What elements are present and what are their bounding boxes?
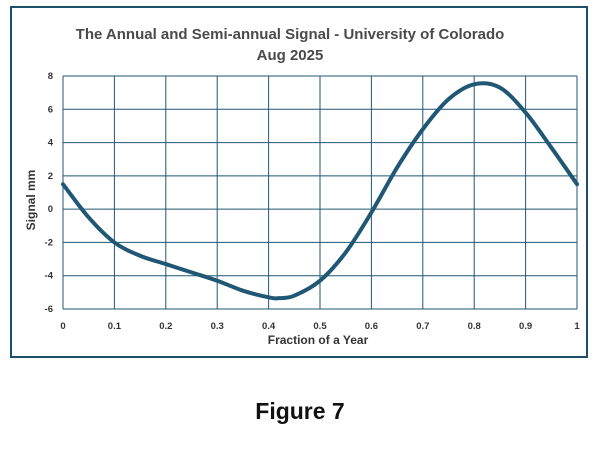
x-axis-label: Fraction of a Year: [268, 333, 369, 347]
figure-caption: Figure 7: [255, 398, 345, 424]
x-tick-label: 0.8: [468, 321, 481, 332]
y-tick-label: 0: [48, 204, 53, 215]
y-tick-label: 8: [48, 71, 53, 82]
plot-area: 0 0.1 0.2 0.3 0.4 0.5 0.6 0.7 0.8 0.9 1 8 6 4 2 0 -2 -4 -6: [45, 71, 581, 332]
y-tick-label: 4: [48, 138, 54, 149]
y-axis-label: Signal mm: [24, 170, 38, 231]
x-tick-label: 0.1: [108, 321, 122, 332]
x-tick-label: 1: [574, 321, 580, 332]
signal-line: [61, 81, 579, 301]
x-tick-label: 0.7: [416, 321, 429, 332]
x-tick-label: 0.6: [365, 321, 378, 332]
x-tick-label: 0.5: [313, 321, 327, 332]
x-tick-label: 0.3: [211, 321, 224, 332]
chart-title: The Annual and Semi-annual Signal - Univ…: [76, 26, 505, 43]
y-tick-label: -6: [45, 304, 53, 315]
y-tick-label: 6: [48, 104, 53, 115]
y-tick-label: -4: [45, 271, 54, 282]
y-tick-label: 2: [48, 171, 53, 182]
chart-frame: The Annual and Semi-annual Signal - Univ…: [10, 6, 588, 358]
chart: The Annual and Semi-annual Signal - Univ…: [24, 26, 581, 347]
x-tick-label: 0.4: [262, 321, 276, 332]
x-tick-label: 0.2: [159, 321, 172, 332]
y-tick-label: -2: [45, 237, 53, 248]
x-tick-label: 0.9: [519, 321, 532, 332]
chart-subtitle: Aug 2025: [257, 47, 324, 64]
x-tick-label: 0: [60, 321, 65, 332]
